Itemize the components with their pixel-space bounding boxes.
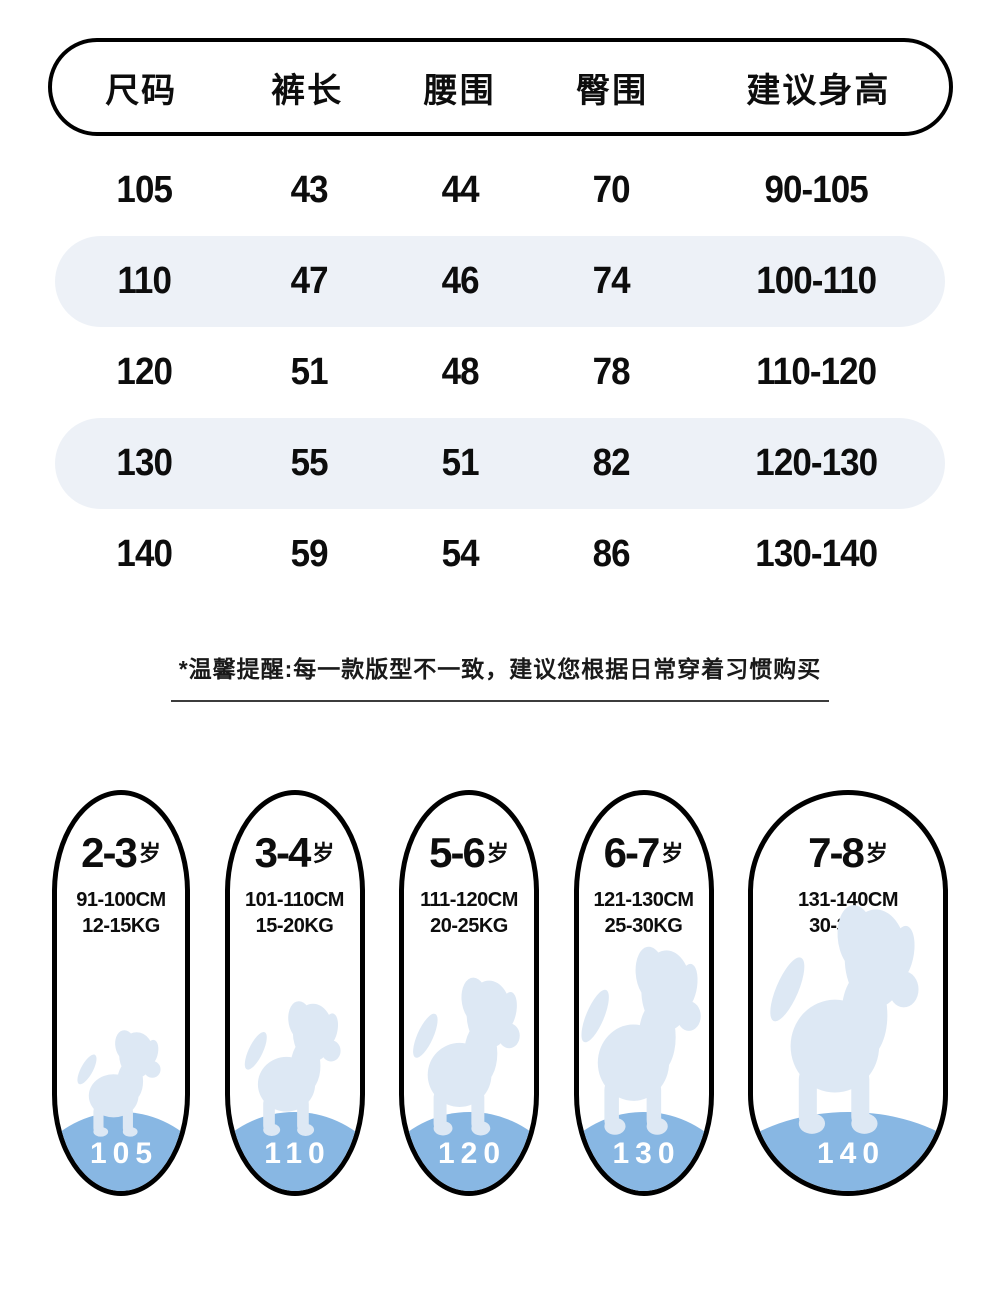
cell-pant-length: 43 bbox=[290, 169, 328, 211]
table-row: 120 51 48 78 110-120 bbox=[55, 327, 945, 418]
weight-range: 15-20KG bbox=[255, 915, 334, 938]
reminder-note: *温馨提醒:每一款版型不一致，建议您根据日常穿着习惯购买 bbox=[170, 650, 830, 702]
note-container: *温馨提醒:每一款版型不一致，建议您根据日常穿着习惯购买 bbox=[0, 650, 1000, 702]
height-range: 121-130CM bbox=[593, 889, 694, 911]
header-cell-waist: 腰围 bbox=[423, 71, 496, 110]
puppy-silhouette-icon bbox=[244, 1001, 341, 1136]
cell-hip: 70 bbox=[592, 169, 631, 211]
cell-hip: 78 bbox=[592, 351, 631, 393]
age-unit: 岁 bbox=[486, 841, 509, 866]
cell-suggested-height: 90-105 bbox=[764, 169, 868, 211]
age-range: 2-3 岁 bbox=[57, 829, 185, 877]
cell-hip: 82 bbox=[592, 442, 631, 484]
cell-pant-length: 55 bbox=[290, 442, 328, 484]
cell-pant-length: 47 bbox=[290, 260, 328, 302]
hill-shape bbox=[229, 1111, 360, 1191]
age-range: 6-7 岁 bbox=[579, 829, 709, 877]
cell-suggested-height: 110-120 bbox=[755, 351, 877, 393]
weight-range: 20-25KG bbox=[430, 915, 508, 938]
header-cell-size: 尺码 bbox=[105, 71, 178, 110]
cell-size: 120 bbox=[116, 351, 172, 393]
cell-suggested-height: 120-130 bbox=[755, 442, 878, 484]
age-cards: 2-3 岁 91-100CM 12-15KG 105 3-4 bbox=[52, 790, 948, 1196]
height-range: 91-100CM bbox=[76, 889, 166, 911]
age-unit: 岁 bbox=[138, 841, 161, 866]
cell-hip: 86 bbox=[592, 533, 631, 575]
table-row: 140 59 54 86 130-140 bbox=[55, 509, 945, 600]
height-range: 131-140CM bbox=[797, 889, 899, 911]
cell-size: 105 bbox=[116, 169, 172, 211]
puppy-silhouette-icon bbox=[77, 1030, 161, 1137]
height-range: 111-120CM bbox=[420, 889, 518, 911]
size-label: 120 bbox=[437, 1137, 507, 1170]
cell-waist: 48 bbox=[441, 351, 479, 393]
header-cell-hip: 臀围 bbox=[576, 71, 649, 110]
hill-shape bbox=[753, 1111, 943, 1191]
age-number: 2-3 bbox=[81, 829, 138, 876]
weight-range: 12-15KG bbox=[82, 915, 160, 938]
puppy-silhouette-icon bbox=[580, 946, 701, 1135]
hill-shape bbox=[57, 1111, 185, 1191]
age-number: 7-8 bbox=[808, 829, 865, 876]
cell-waist: 46 bbox=[441, 260, 479, 302]
cell-suggested-height: 100-110 bbox=[755, 260, 877, 302]
age-card-2-3: 2-3 岁 91-100CM 12-15KG 105 bbox=[52, 790, 190, 1196]
table-header: 尺码 裤长 腰围 臀围 建议身高 bbox=[47, 38, 953, 136]
puppy-silhouette-icon bbox=[413, 977, 520, 1136]
cell-waist: 44 bbox=[441, 169, 479, 211]
cell-pant-length: 59 bbox=[290, 533, 328, 575]
weight-range: 25-30KG bbox=[604, 915, 683, 938]
cell-size: 110 bbox=[117, 260, 172, 302]
header-cell-pant-length: 裤长 bbox=[271, 71, 344, 110]
age-unit: 岁 bbox=[661, 841, 684, 866]
age-unit: 岁 bbox=[312, 841, 335, 866]
cell-hip: 74 bbox=[592, 260, 631, 302]
age-range: 7-8 岁 bbox=[753, 829, 943, 877]
table-row: 105 43 44 70 90-105 bbox=[55, 145, 945, 236]
cell-size: 130 bbox=[116, 442, 172, 484]
cell-waist: 51 bbox=[441, 442, 479, 484]
size-table: 105 43 44 70 90-105 110 47 46 74 100-110… bbox=[55, 145, 945, 600]
cell-pant-length: 51 bbox=[290, 351, 328, 393]
cell-suggested-height: 130-140 bbox=[755, 533, 878, 575]
age-card-7-8: 7-8岁 131-140CM 30-35KG 140 bbox=[748, 790, 948, 1196]
size-label: 110 bbox=[264, 1137, 331, 1170]
puppy-silhouette-icon bbox=[770, 905, 919, 1134]
size-label: 130 bbox=[612, 1137, 681, 1170]
table-row: 110 47 46 74 100-110 bbox=[55, 236, 945, 327]
age-card-6-7: 6-7 岁 121-130CM 25-30KG 130 bbox=[573, 790, 714, 1196]
table-row: 130 55 51 82 120-130 bbox=[55, 418, 945, 509]
header-cell-suggested-height: 建议身高 bbox=[746, 71, 891, 110]
cell-size: 140 bbox=[116, 533, 172, 575]
size-chart-page: 尺码 裤长 腰围 臀围 建议身高 105 43 44 70 90-105 110… bbox=[0, 38, 1000, 1296]
age-unit: 岁 bbox=[865, 841, 888, 866]
age-number: 3-4 bbox=[254, 829, 312, 876]
size-label: 105 bbox=[89, 1137, 159, 1170]
age-range: 3-4 岁 bbox=[230, 829, 360, 877]
hill-shape bbox=[404, 1111, 534, 1191]
age-number: 6-7 bbox=[603, 829, 661, 876]
age-range: 5-6 岁 bbox=[404, 829, 534, 877]
cell-waist: 54 bbox=[441, 533, 479, 575]
age-number: 5-6 bbox=[429, 829, 486, 876]
height-range: 101-110CM bbox=[245, 889, 344, 911]
size-label: 140 bbox=[816, 1137, 886, 1170]
hill-shape bbox=[578, 1111, 709, 1191]
age-card-3-4: 3-4 岁 101-110CM 15-20KG 110 bbox=[224, 790, 365, 1196]
age-card-5-6: 5-6 岁 111-120CM 20-25KG 120 bbox=[399, 790, 539, 1196]
